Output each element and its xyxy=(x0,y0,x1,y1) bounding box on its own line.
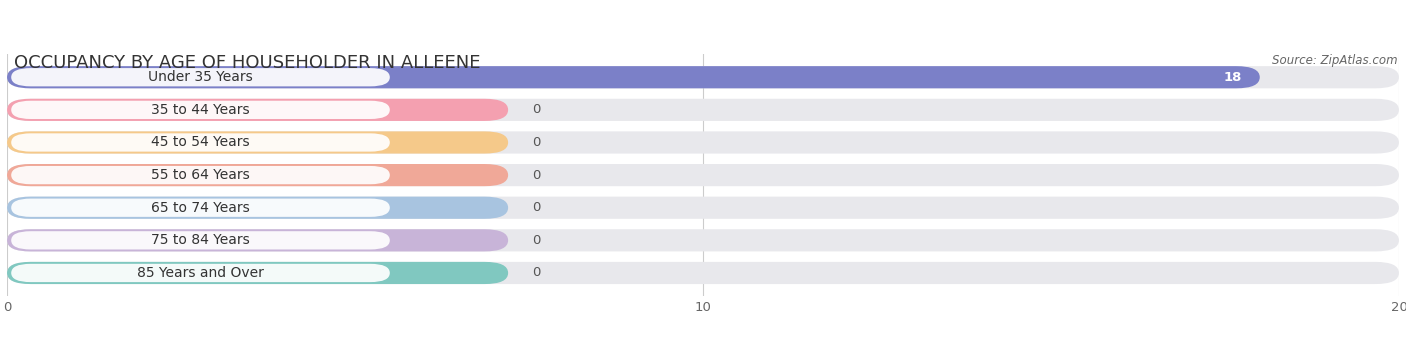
FancyBboxPatch shape xyxy=(7,99,508,121)
Text: Source: ZipAtlas.com: Source: ZipAtlas.com xyxy=(1272,54,1398,67)
FancyBboxPatch shape xyxy=(7,131,508,154)
Text: 0: 0 xyxy=(533,136,541,149)
Text: 0: 0 xyxy=(533,201,541,214)
FancyBboxPatch shape xyxy=(11,101,389,119)
Text: 65 to 74 Years: 65 to 74 Years xyxy=(150,201,250,215)
FancyBboxPatch shape xyxy=(7,262,1399,284)
FancyBboxPatch shape xyxy=(7,99,1399,121)
Text: 35 to 44 Years: 35 to 44 Years xyxy=(152,103,250,117)
FancyBboxPatch shape xyxy=(7,197,1399,219)
FancyBboxPatch shape xyxy=(7,197,508,219)
Text: 0: 0 xyxy=(533,169,541,182)
FancyBboxPatch shape xyxy=(7,262,508,284)
Text: Under 35 Years: Under 35 Years xyxy=(148,70,253,84)
Text: 0: 0 xyxy=(533,267,541,279)
FancyBboxPatch shape xyxy=(7,164,1399,186)
Text: 55 to 64 Years: 55 to 64 Years xyxy=(150,168,250,182)
Text: 0: 0 xyxy=(533,234,541,247)
FancyBboxPatch shape xyxy=(7,229,508,252)
Text: 18: 18 xyxy=(1225,71,1243,84)
Text: 0: 0 xyxy=(533,103,541,116)
FancyBboxPatch shape xyxy=(7,66,1260,88)
FancyBboxPatch shape xyxy=(11,264,389,282)
FancyBboxPatch shape xyxy=(7,131,1399,154)
FancyBboxPatch shape xyxy=(11,68,389,86)
Text: OCCUPANCY BY AGE OF HOUSEHOLDER IN ALLEENE: OCCUPANCY BY AGE OF HOUSEHOLDER IN ALLEE… xyxy=(14,54,481,72)
Text: 75 to 84 Years: 75 to 84 Years xyxy=(150,233,250,247)
FancyBboxPatch shape xyxy=(11,199,389,217)
FancyBboxPatch shape xyxy=(7,164,508,186)
FancyBboxPatch shape xyxy=(7,229,1399,252)
FancyBboxPatch shape xyxy=(11,133,389,152)
FancyBboxPatch shape xyxy=(11,166,389,184)
Text: 45 to 54 Years: 45 to 54 Years xyxy=(152,135,250,150)
FancyBboxPatch shape xyxy=(11,231,389,250)
Text: 85 Years and Over: 85 Years and Over xyxy=(136,266,264,280)
FancyBboxPatch shape xyxy=(7,66,1399,88)
